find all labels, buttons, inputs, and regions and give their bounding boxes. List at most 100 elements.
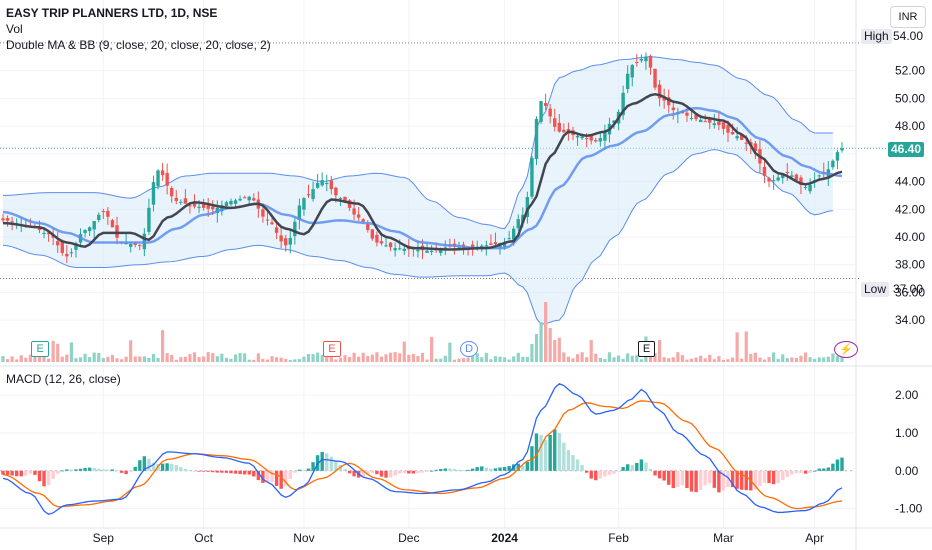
- volume-bar: [452, 359, 457, 362]
- macd-histogram-bar: [525, 461, 530, 471]
- volume-bar: [831, 353, 835, 362]
- candle-body: [580, 136, 584, 139]
- candle-body: [10, 221, 14, 223]
- axes: 52.00 50.00 48.00 44.00 42.00 40.00 38.00 36.00…: [93, 64, 926, 545]
- macd-histogram-bar: [603, 470, 607, 477]
- macd-histogram-bar: [352, 470, 356, 477]
- macd-histogram-bar: [794, 470, 799, 474]
- volume-bar: [671, 357, 675, 362]
- volume-bar: [297, 359, 301, 362]
- macd-histogram-bar: [730, 470, 735, 488]
- volume-bar: [5, 359, 10, 362]
- volume-bar: [338, 357, 343, 362]
- volume-bar: [393, 352, 397, 362]
- volume-bar: [316, 352, 320, 362]
- macd-histogram-bar: [708, 470, 712, 484]
- currency-button[interactable]: INR: [890, 6, 926, 28]
- macd-histogram-bar: [466, 469, 470, 471]
- volume-bar: [233, 354, 238, 362]
- macd-histogram-bar: [393, 470, 397, 476]
- candle-body: [393, 248, 397, 251]
- candle-body: [320, 180, 324, 186]
- macd-histogram-bar: [293, 470, 297, 473]
- event-marker[interactable]: D: [460, 341, 479, 357]
- volume-bar: [808, 357, 812, 362]
- time-tick-label: 2024: [491, 531, 518, 545]
- macd-histogram-bar: [530, 446, 534, 471]
- volume-bar: [119, 359, 124, 362]
- candle-body: [366, 224, 370, 231]
- volume-bar: [411, 353, 415, 362]
- volume-bar: [813, 358, 817, 362]
- candle-body: [179, 201, 183, 203]
- volume-bar: [375, 352, 379, 362]
- candle-body: [689, 118, 694, 120]
- volume-bar: [83, 353, 87, 362]
- macd-histogram-bar: [831, 463, 835, 471]
- volume-bar: [721, 359, 726, 362]
- indicator-legend[interactable]: Double MA & BB (9, close, 20, close, 20,…: [6, 38, 271, 52]
- macd-histogram-bar: [256, 470, 261, 481]
- macd-histogram-bar: [826, 467, 831, 471]
- candle-body: [553, 118, 557, 127]
- macd-histogram-bar: [311, 462, 315, 471]
- macd-histogram-bar: [726, 470, 730, 488]
- volume-bar: [179, 357, 183, 362]
- volume-bar: [65, 354, 69, 362]
- macd-histogram-bar: [758, 470, 762, 487]
- chart-title[interactable]: EASY TRIP PLANNERS LTD, 1D, NSE: [6, 6, 218, 20]
- candle-body: [644, 56, 648, 62]
- candle-body: [106, 210, 110, 217]
- volume-bar: [170, 354, 174, 362]
- macd-histogram-bar: [575, 459, 580, 471]
- macd-histogram-bar: [676, 470, 680, 488]
- volume-bar: [398, 353, 402, 362]
- macd-histogram-bar: [644, 462, 648, 471]
- candle-body: [603, 130, 607, 141]
- macd-histogram-bar: [51, 470, 55, 479]
- volume-bar: [197, 357, 201, 362]
- macd-histogram-bar: [220, 470, 224, 473]
- volume-bar: [544, 302, 548, 362]
- volume-bar: [703, 358, 707, 362]
- macd-histogram-bar: [625, 464, 630, 471]
- volume-bar: [744, 331, 748, 362]
- volume-bar: [302, 356, 306, 362]
- volume-bar: [206, 352, 210, 362]
- volume-bar: [726, 359, 730, 362]
- candle-body: [224, 202, 229, 207]
- macd-histogram-bar: [470, 468, 475, 471]
- candle-body: [274, 227, 279, 233]
- volume-bar: [772, 352, 776, 362]
- candle-body: [160, 170, 165, 176]
- volume-bar: [416, 355, 420, 362]
- event-marker[interactable]: E: [323, 341, 341, 357]
- macd-histogram-bar: [19, 470, 23, 477]
- candle-body: [657, 84, 662, 99]
- macd-histogram-bar: [252, 470, 256, 477]
- volume-legend[interactable]: Vol: [6, 22, 23, 36]
- candle-body: [42, 232, 46, 234]
- volume-bar: [516, 352, 520, 362]
- macd-histogram-bar: [580, 465, 584, 471]
- macd-histogram-bar: [662, 470, 666, 481]
- volume-bar: [553, 340, 557, 362]
- candle-body: [507, 238, 511, 240]
- macd-histogram-bar: [265, 470, 270, 483]
- macd-legend[interactable]: MACD (12, 26, close): [6, 372, 121, 386]
- candle-body: [238, 198, 242, 201]
- volume-bar: [279, 357, 283, 362]
- event-marker[interactable]: ⚡: [834, 341, 858, 358]
- macd-histogram-bar: [375, 470, 379, 475]
- volume-bar: [762, 359, 767, 362]
- macd-histogram-bar: [284, 470, 288, 486]
- event-marker[interactable]: E: [637, 341, 656, 357]
- candle-body: [840, 148, 844, 151]
- candle-body: [265, 219, 270, 221]
- candle-body: [671, 107, 675, 111]
- event-marker[interactable]: E: [31, 341, 49, 357]
- macd-histogram-bar: [192, 470, 197, 472]
- candle-body: [543, 103, 548, 106]
- macd-histogram-bar: [753, 470, 758, 490]
